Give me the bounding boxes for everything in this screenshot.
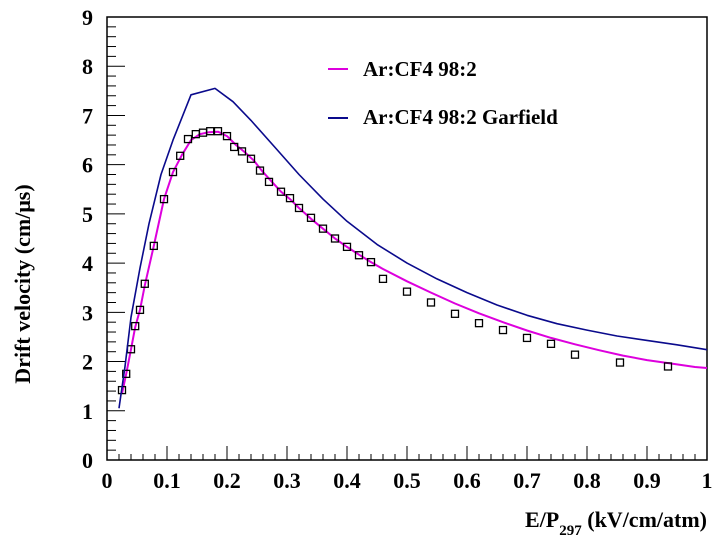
data-point-marker [378, 274, 388, 284]
x-tick-label: 0.1 [153, 468, 181, 493]
data-point-marker [546, 339, 556, 348]
y-tick-label: 0 [82, 448, 93, 473]
x-tick-label: 0 [102, 468, 113, 493]
x-axis-title-main: E/P [525, 507, 559, 532]
data-point-marker [354, 251, 364, 260]
data-point-marker [426, 298, 436, 307]
data-point-marker [176, 151, 185, 160]
x-axis-title: E/P297 (kV/cm/atm) [525, 507, 707, 539]
y-tick-label: 9 [82, 5, 93, 30]
data-point-marker [222, 131, 232, 141]
x-axis-title-unit: (kV/cm/atm) [582, 507, 707, 532]
data-point-marker [522, 333, 532, 343]
y-axis-title: Drift velocity (cm/μs) [10, 184, 35, 383]
data-point-marker [615, 358, 625, 367]
legend: Ar:CF4 98:2 Ar:CF4 98:2 Garfield [328, 57, 558, 129]
plot-frame [106, 16, 708, 461]
data-point-marker [149, 241, 158, 251]
y-tick-label: 4 [82, 251, 93, 276]
data-point-marker [285, 193, 295, 203]
data-point-marker [306, 213, 316, 222]
y-tick-label: 5 [82, 202, 93, 227]
y-tick-label: 3 [82, 300, 93, 325]
data-point-marker [264, 177, 274, 187]
data-point-marker [255, 166, 265, 175]
legend-label-1: Ar:CF4 98:2 Garfield [363, 105, 558, 129]
plot-area [106, 16, 708, 461]
data-point-marker [402, 287, 412, 296]
data-point-marker [122, 369, 131, 379]
data-point-marker [183, 134, 193, 144]
data-point-marker [168, 167, 178, 177]
series-line-2 [118, 87, 708, 409]
data-point-marker [131, 321, 140, 331]
data-point-marker [276, 187, 286, 196]
x-axis-tick-labels: 0 0.1 0.2 0.3 0.4 0.5 0.6 0.7 0.8 0.9 1 [102, 468, 713, 493]
data-point-marker [318, 224, 328, 233]
data-point-marker [450, 309, 460, 318]
legend-label-0: Ar:CF4 98:2 [363, 57, 477, 81]
x-tick-label: 0.5 [393, 468, 421, 493]
x-tick-label: 0.4 [333, 468, 361, 493]
y-tick-label: 1 [82, 399, 93, 424]
x-tick-label: 0.3 [273, 468, 301, 493]
x-tick-label: 0.7 [513, 468, 541, 493]
data-point-marker [159, 194, 169, 204]
data-point-marker [474, 319, 484, 328]
data-point-marker [230, 142, 239, 152]
data-point-marker [342, 242, 352, 252]
data-point-marker [213, 127, 223, 136]
data-point-marker [237, 147, 247, 156]
data-point-marker [140, 279, 149, 288]
data-point-marker [330, 234, 340, 243]
data-point-marker [246, 154, 256, 163]
y-tick-label: 2 [82, 350, 93, 375]
x-tick-label: 0.9 [633, 468, 661, 493]
x-tick-label: 0.2 [213, 468, 241, 493]
x-axis-title-subscript: 297 [559, 523, 582, 539]
data-point-marker [135, 305, 145, 315]
series-line-0 [121, 130, 708, 394]
x-tick-label: 0.6 [453, 468, 481, 493]
y-tick-label: 7 [82, 103, 93, 128]
data-point-marker [294, 203, 304, 213]
x-tick-label: 0.8 [573, 468, 601, 493]
data-point-marker [366, 257, 376, 267]
y-tick-label: 8 [82, 54, 93, 79]
y-axis-tick-labels: 0 1 2 3 4 5 6 7 8 9 [82, 5, 93, 473]
data-point-marker [663, 362, 673, 371]
data-point-marker [498, 325, 508, 335]
x-tick-label: 1 [702, 468, 713, 493]
data-point-marker [570, 350, 580, 359]
data-point-marker [206, 127, 215, 136]
y-tick-label: 6 [82, 153, 93, 178]
